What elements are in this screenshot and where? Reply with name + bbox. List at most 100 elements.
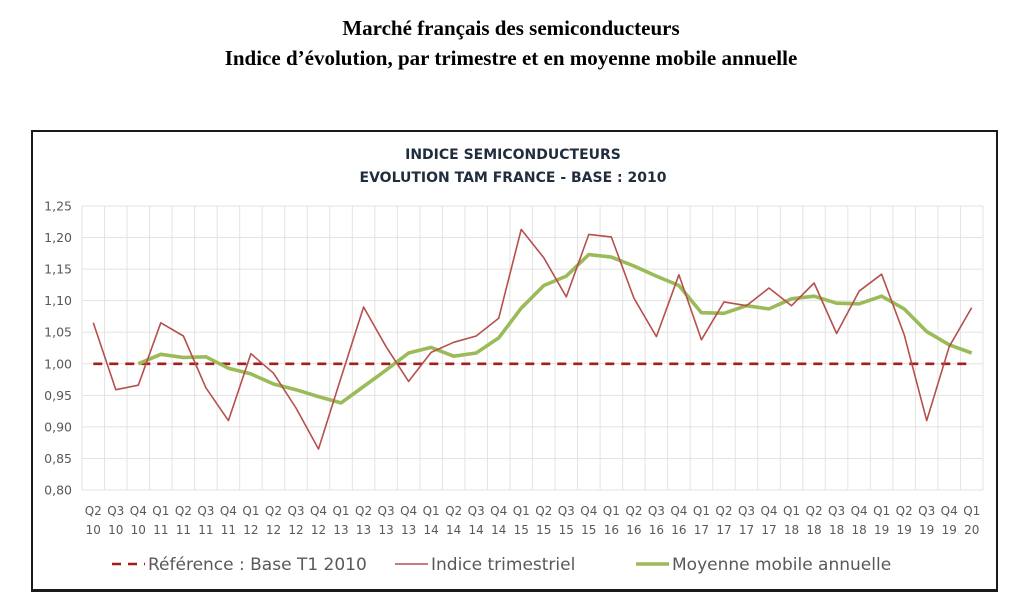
x-tick-label-year: 11: [153, 523, 168, 537]
x-tick-label-quarter: Q3: [287, 504, 304, 518]
x-tick-label-year: 12: [266, 523, 281, 537]
x-tick-label-year: 15: [581, 523, 596, 537]
y-tick-label: 1,25: [44, 199, 72, 214]
x-tick-label-quarter: Q2: [445, 504, 462, 518]
x-tick-label-year: 19: [897, 523, 912, 537]
document-subtitle: Indice d’évolution, par trimestre et en …: [224, 46, 798, 70]
x-tick-label-quarter: Q1: [513, 504, 530, 518]
x-tick-label-year: 17: [716, 523, 731, 537]
x-tick-label-quarter: Q2: [175, 504, 192, 518]
x-tick-label-quarter: Q3: [918, 504, 935, 518]
x-tick-label-year: 11: [176, 523, 191, 537]
x-tick-label-quarter: Q1: [152, 504, 169, 518]
x-tick-label-quarter: Q1: [873, 504, 890, 518]
x-tick-label-quarter: Q4: [760, 504, 777, 518]
x-tick-label-quarter: Q3: [378, 504, 395, 518]
series-line-moving-average: [137, 252, 973, 405]
x-tick-label-quarter: Q2: [896, 504, 913, 518]
x-tick-label-quarter: Q1: [242, 504, 259, 518]
x-tick-label-year: 16: [604, 523, 619, 537]
chart-title-line2: EVOLUTION TAM FRANCE - BASE : 2010: [360, 170, 667, 186]
x-tick-label-year: 17: [739, 523, 754, 537]
x-tick-label-quarter: Q4: [580, 504, 597, 518]
x-tick-label-year: 12: [288, 523, 303, 537]
x-tick-label-quarter: Q4: [490, 504, 507, 518]
series-line-quarterly-index: [92, 228, 973, 450]
x-tick-label-quarter: Q1: [693, 504, 710, 518]
x-tick-label-year: 15: [559, 523, 574, 537]
x-tick-label-year: 13: [401, 523, 416, 537]
x-tick-label-year: 12: [311, 523, 326, 537]
x-tick-label-quarter: Q3: [107, 504, 124, 518]
x-tick-label-quarter: Q2: [85, 504, 102, 518]
x-tick-label-year: 17: [761, 523, 776, 537]
x-tick-label-year: 10: [108, 523, 123, 537]
legend: Référence : Base T1 2010 Indice trimestri…: [112, 555, 891, 575]
x-tick-label-year: 17: [694, 523, 709, 537]
x-tick-label-year: 14: [423, 523, 438, 537]
x-tick-label-year: 16: [626, 523, 641, 537]
x-tick-label-quarter: Q4: [670, 504, 687, 518]
x-tick-label-year: 11: [221, 523, 236, 537]
x-tick-label-quarter: Q2: [265, 504, 282, 518]
x-tick-label-year: 20: [964, 523, 979, 537]
gridlines: [81, 205, 984, 491]
x-tick-label-quarter: Q2: [715, 504, 732, 518]
x-tick-label-quarter: Q4: [220, 504, 237, 518]
y-tick-label: 0,80: [44, 483, 72, 498]
document-title: Marché français des semiconducteurs: [342, 16, 680, 40]
x-tick-label-quarter: Q3: [738, 504, 755, 518]
x-tick-label-year: 15: [514, 523, 529, 537]
y-tick-label: 0,95: [44, 388, 72, 403]
x-tick-label-quarter: Q2: [535, 504, 552, 518]
x-tick-label-quarter: Q3: [828, 504, 845, 518]
x-tick-label-year: 18: [806, 523, 821, 537]
y-tick-label: 1,05: [44, 325, 72, 340]
y-tick-label: 1,20: [44, 230, 72, 245]
legend-label: Référence : Base T1 2010: [148, 555, 367, 575]
x-tick-label-quarter: Q2: [625, 504, 642, 518]
x-tick-label-quarter: Q1: [603, 504, 620, 518]
legend-label: Moyenne mobile annuelle: [672, 555, 891, 575]
x-tick-label-quarter: Q3: [648, 504, 665, 518]
chart-frame: [31, 130, 998, 592]
x-tick-label-year: 11: [198, 523, 213, 537]
x-tick-label-quarter: Q3: [197, 504, 214, 518]
y-tick-label: 1,10: [44, 293, 72, 308]
x-tick-label-year: 16: [649, 523, 664, 537]
x-tick-label-year: 19: [942, 523, 957, 537]
series-lines: [92, 228, 973, 450]
x-tick-label-year: 18: [829, 523, 844, 537]
x-tick-label-year: 14: [446, 523, 461, 537]
x-tick-label-year: 14: [491, 523, 506, 537]
x-tick-label-year: 18: [851, 523, 866, 537]
y-tick-label: 1,15: [44, 262, 72, 277]
x-tick-label-quarter: Q4: [130, 504, 147, 518]
x-tick-label-year: 12: [243, 523, 258, 537]
x-tick-label-quarter: Q1: [783, 504, 800, 518]
x-tick-label-quarter: Q3: [468, 504, 485, 518]
x-tick-label-year: 10: [131, 523, 146, 537]
x-tick-label-year: 13: [378, 523, 393, 537]
x-tick-label-year: 13: [333, 523, 348, 537]
x-tick-label-year: 18: [784, 523, 799, 537]
x-tick-label-quarter: Q1: [332, 504, 349, 518]
x-tick-label-year: 19: [919, 523, 934, 537]
x-tick-label-year: 15: [536, 523, 551, 537]
x-tick-label-quarter: Q2: [806, 504, 823, 518]
chart-title-line1: INDICE SEMICONDUCTEURS: [405, 147, 621, 163]
x-tick-label-year: 14: [469, 523, 484, 537]
x-tick-label-quarter: Q4: [851, 504, 868, 518]
x-tick-label-quarter: Q1: [963, 504, 980, 518]
x-tick-label-year: 16: [671, 523, 686, 537]
y-tick-label: 1,00: [44, 356, 72, 371]
x-tick-label-quarter: Q3: [558, 504, 575, 518]
x-tick-label-quarter: Q4: [310, 504, 327, 518]
x-tick-label-quarter: Q1: [423, 504, 440, 518]
x-tick-label-quarter: Q2: [355, 504, 372, 518]
y-tick-label: 0,85: [44, 451, 72, 466]
x-tick-label-year: 19: [874, 523, 889, 537]
legend-label: Indice trimestriel: [431, 555, 575, 575]
x-tick-label-year: 10: [86, 523, 101, 537]
